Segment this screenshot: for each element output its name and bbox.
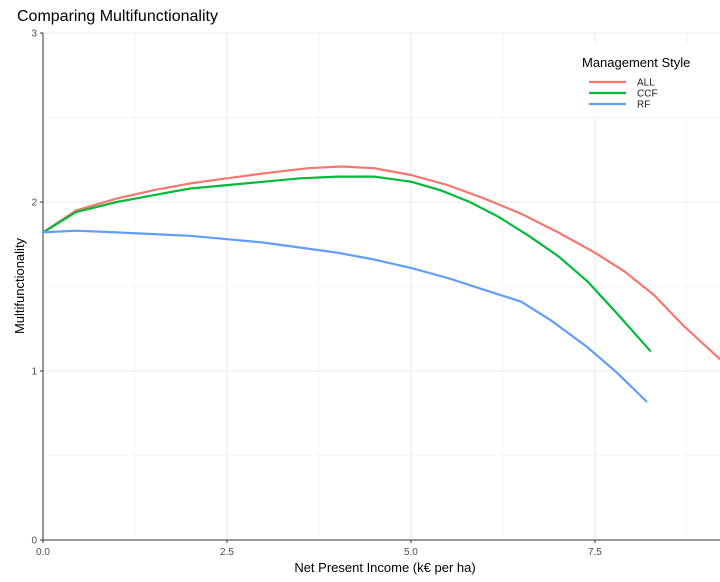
legend-title: Management Style bbox=[582, 55, 690, 70]
y-tick-label: 0 bbox=[31, 536, 37, 547]
series-line-ccf bbox=[41, 175, 652, 352]
series-lines bbox=[41, 165, 720, 403]
axes: 0.0 2.5 5.0 7.5 0 1 2 3 bbox=[31, 29, 720, 558]
x-tick-label: 0.0 bbox=[36, 547, 50, 558]
y-tick-label: 3 bbox=[31, 29, 37, 40]
legend-label-rf: RF bbox=[637, 100, 650, 111]
y-tick-label: 2 bbox=[31, 198, 37, 209]
x-tick-label: 5.0 bbox=[404, 547, 418, 558]
y-axis-title: Multifunctionality bbox=[12, 237, 27, 334]
x-tick-label: 2.5 bbox=[220, 547, 234, 558]
legend-label-all: ALL bbox=[637, 78, 655, 89]
series-line-rf bbox=[41, 229, 648, 403]
legend-label-ccf: CCF bbox=[637, 89, 658, 100]
x-tick-label: 7.5 bbox=[588, 547, 602, 558]
chart-title: Comparing Multifunctionality bbox=[17, 8, 218, 25]
x-axis-title: Net Present Income (k€ per ha) bbox=[294, 560, 475, 575]
series-line-all bbox=[41, 165, 720, 361]
y-tick-label: 1 bbox=[31, 367, 37, 378]
